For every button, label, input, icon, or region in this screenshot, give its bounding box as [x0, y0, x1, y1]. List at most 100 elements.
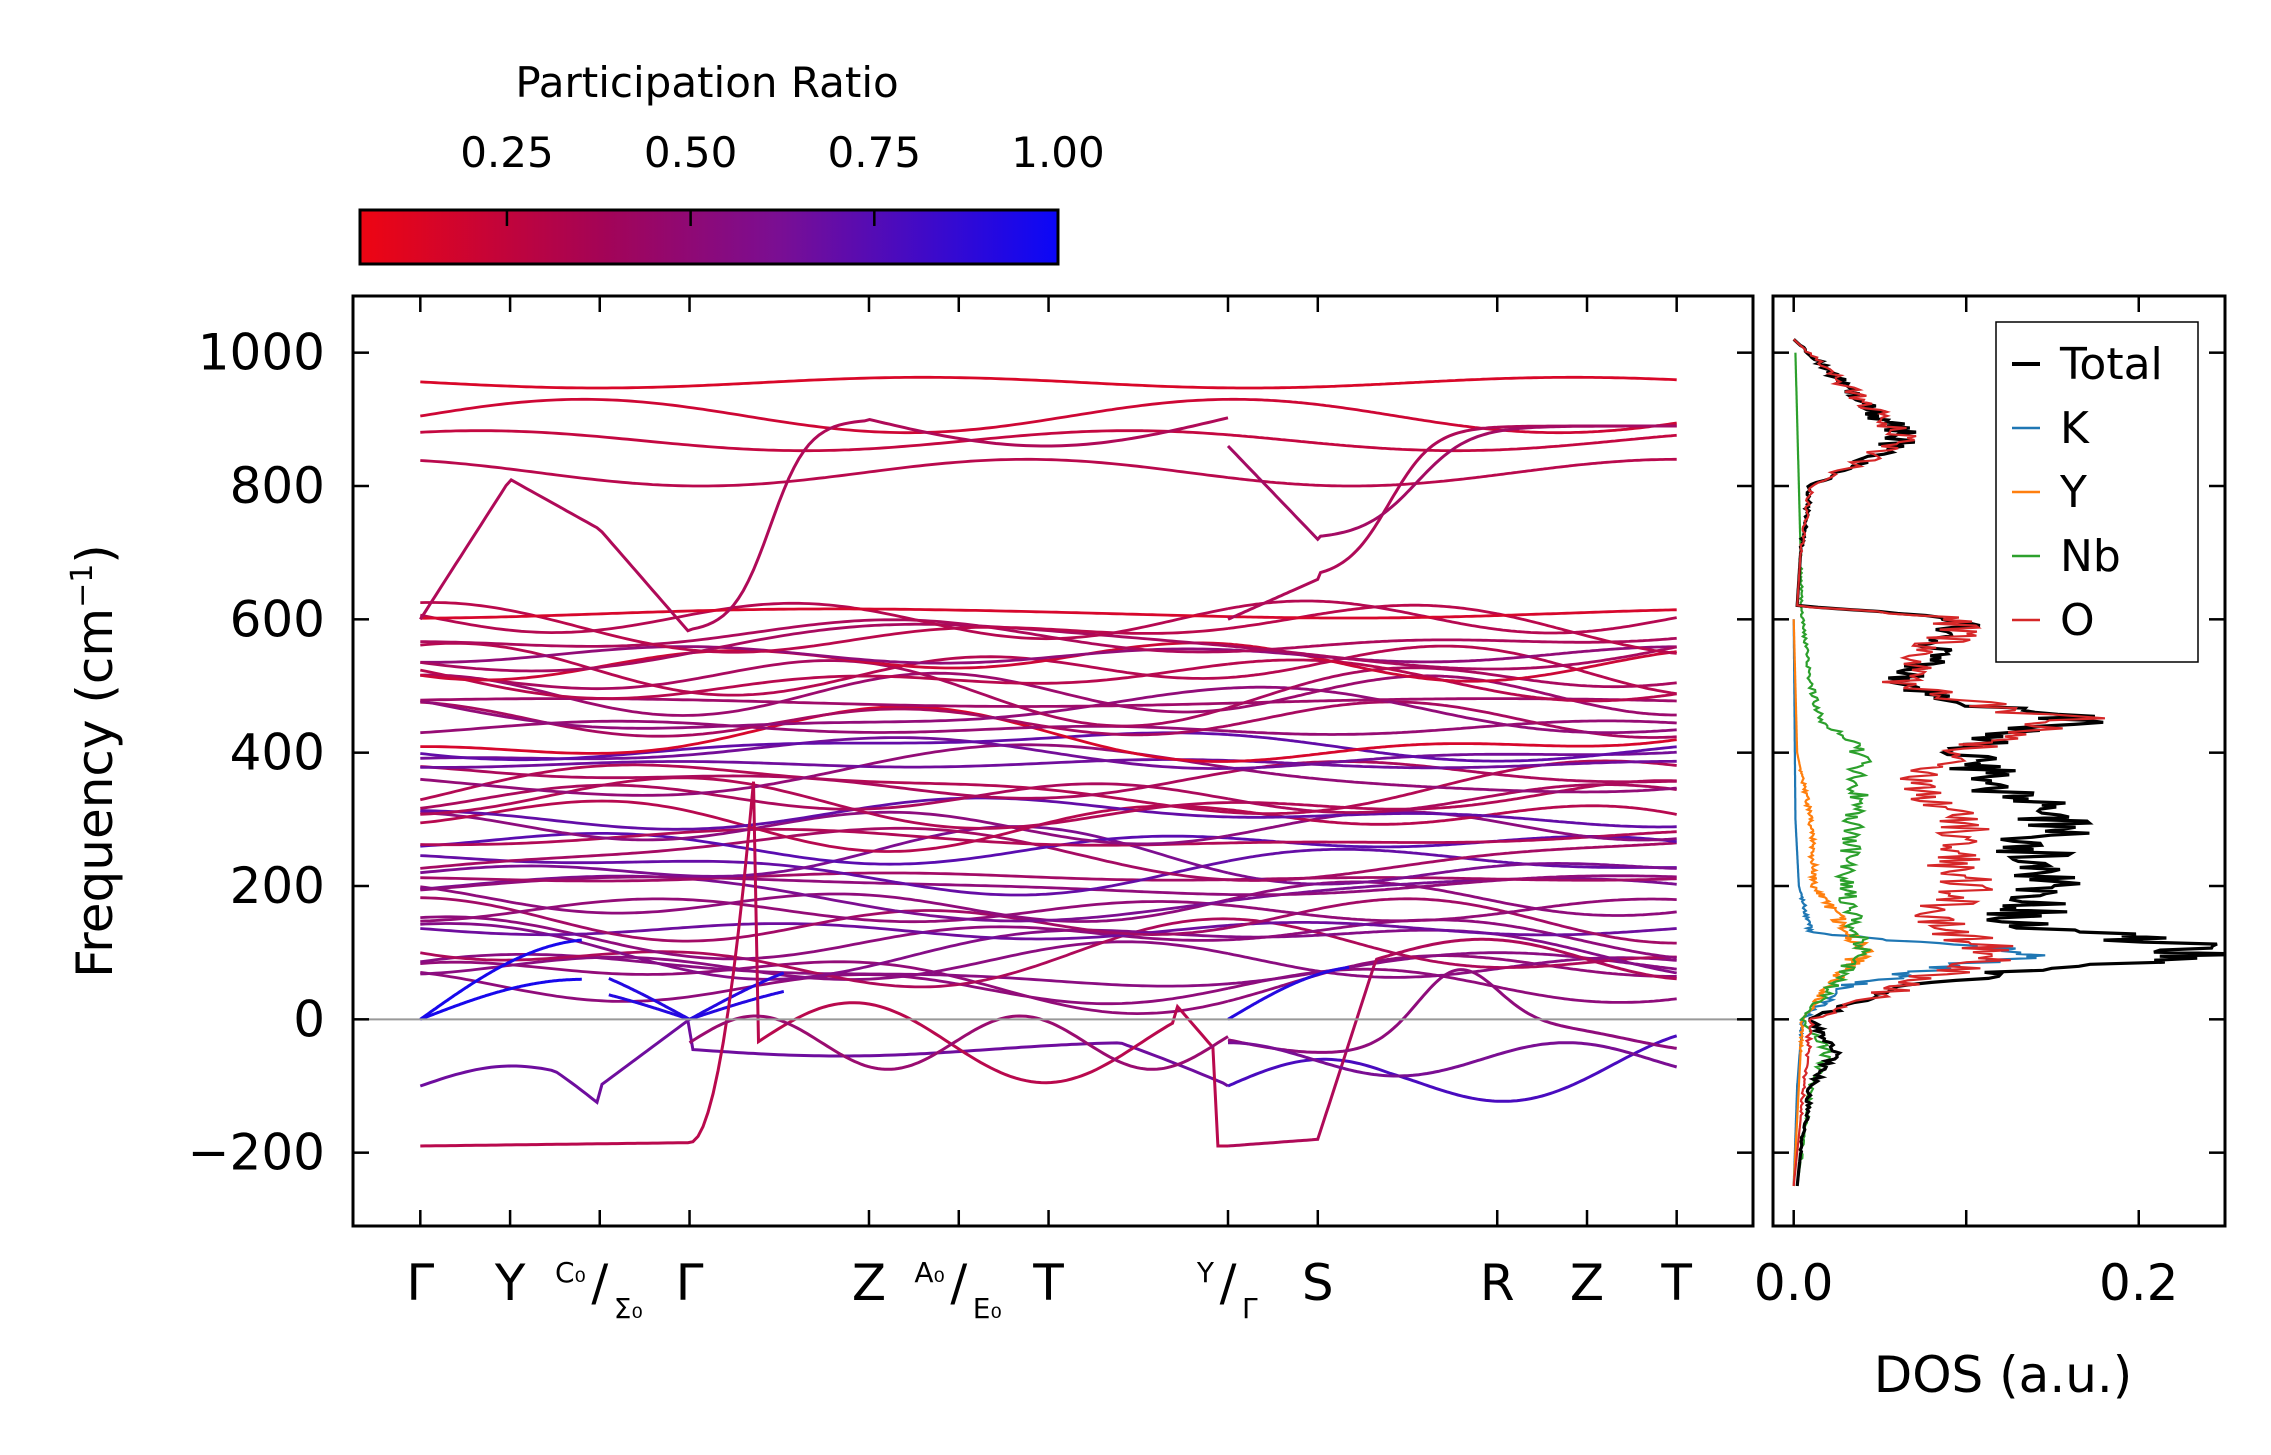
- colorbar-tick-label-1: 0.50: [644, 128, 738, 177]
- band-line-0: [420, 971, 1229, 1006]
- kpoint-main-3: Γ: [676, 1254, 704, 1312]
- band-line-106: [608, 990, 785, 1021]
- kpoint-main-11: T: [1660, 1254, 1692, 1312]
- band-line-33: [1227, 841, 1677, 882]
- colorbar: Participation Ratio 0.25 0.50 0.75 1.00: [358, 58, 1105, 266]
- colorbar-gradient: [358, 208, 1060, 266]
- kpoint-pre-2: C₀: [555, 1256, 586, 1289]
- kpoint-label-8: S: [1302, 1254, 1334, 1312]
- band-line-71: [1227, 674, 1677, 717]
- band-line-81: [1227, 645, 1677, 664]
- band-line-47: [1227, 783, 1677, 814]
- band-line-13: [1227, 918, 1677, 960]
- band-line-86: [420, 601, 1229, 654]
- band-line-94: [420, 429, 1229, 453]
- kpoint-label-5: A₀ / E₀: [914, 1254, 1001, 1325]
- dos-axes-frame: [1771, 294, 2227, 1228]
- kpoint-main-1: Y: [494, 1254, 526, 1312]
- band-line-63: [1227, 719, 1677, 736]
- dos-xtick-label-1: 0.2: [2099, 1254, 2179, 1312]
- band-line-98: [420, 375, 1229, 390]
- band-line-49: [1227, 759, 1677, 816]
- kpoint-post-7: Γ: [1242, 1292, 1258, 1325]
- legend-label-total: Total: [2059, 339, 2163, 390]
- band-line-80: [420, 645, 1229, 665]
- band-line-88: [420, 601, 1229, 641]
- kpoint-sep-7: /: [1220, 1254, 1237, 1312]
- dos-curve-o: [1792, 338, 2105, 1187]
- kpoint-label-3: Γ: [676, 1254, 704, 1312]
- kpoint-label-4: Z: [852, 1254, 886, 1312]
- band-line-29: [1227, 847, 1677, 869]
- kpoint-pre-5: A₀: [914, 1256, 944, 1289]
- band-line-40: [420, 799, 1229, 853]
- legend-label-k: K: [2060, 403, 2090, 454]
- band-line-93: [1227, 397, 1677, 435]
- band-line-68: [420, 697, 1229, 708]
- legend-label-y: Y: [2059, 467, 2087, 518]
- band-line-67: [1227, 685, 1677, 734]
- svg-text:Frequency (cm−1): Frequency (cm−1): [65, 544, 124, 978]
- kpoint-post-2: Σ₀: [614, 1292, 643, 1325]
- kpoint-label-0: Γ: [406, 1254, 434, 1312]
- band-line-16: [420, 896, 1229, 943]
- legend-label-o: O: [2060, 595, 2095, 646]
- band-line-43: [1227, 812, 1677, 829]
- kpoint-label-10: Z: [1570, 1254, 1604, 1312]
- band-line-36: [420, 827, 1229, 847]
- band-line-100: [419, 416, 1229, 633]
- kpoint-main-6: T: [1032, 1254, 1064, 1312]
- kpoint-label-1: Y: [494, 1254, 526, 1312]
- band-line-90: [420, 607, 1229, 620]
- band-line-102: [1226, 424, 1677, 542]
- kpoint-sep-5: /: [950, 1254, 967, 1312]
- band-line-91: [1228, 608, 1677, 620]
- legend-label-nb: Nb: [2060, 531, 2121, 582]
- band-line-6: [420, 940, 1229, 981]
- band-line-20: [420, 885, 1229, 923]
- kpoint-label-6: T: [1032, 1254, 1064, 1312]
- band-line-104: [419, 977, 582, 1021]
- colorbar-tick-label-2: 0.75: [828, 128, 922, 177]
- band-line-75: [1227, 658, 1677, 703]
- band-line-25: [1227, 874, 1677, 897]
- band-line-37: [1227, 830, 1677, 845]
- band-line-22: [420, 874, 1229, 923]
- band-line-111: [1227, 937, 1677, 1148]
- kpoint-label-9: R: [1480, 1254, 1515, 1312]
- band-line-108: [419, 1017, 1229, 1105]
- band-line-114: [1228, 1041, 1678, 1078]
- ylabel-text: Frequency (cm: [66, 608, 124, 978]
- band-line-99: [1228, 375, 1677, 390]
- band-line-44: [420, 776, 1229, 830]
- colorbar-tick-label-3: 1.00: [1011, 128, 1105, 177]
- dos-curve-k: [1792, 619, 2046, 1186]
- kpoint-main-9: R: [1480, 1254, 1515, 1312]
- band-line-32: [420, 826, 1229, 882]
- dos-curve-nb: [1794, 352, 1873, 1187]
- band-line-50: [420, 765, 1229, 800]
- band-line-76: [420, 641, 1229, 697]
- band-line-96: [420, 457, 1229, 488]
- kpoint-label-11: T: [1660, 1254, 1692, 1312]
- band-axes-frame: [351, 294, 1755, 1228]
- band-line-59: [1227, 733, 1677, 763]
- ytick-label-1: 0: [293, 990, 325, 1048]
- band-line-31: [1227, 862, 1677, 886]
- dos-curve-y: [1792, 619, 1875, 1187]
- band-line-61: [1227, 738, 1677, 763]
- band-line-65: [1227, 700, 1677, 739]
- kpoint-main-4: Z: [852, 1254, 886, 1312]
- band-line-89: [1227, 599, 1677, 635]
- band-line-26: [420, 871, 1228, 883]
- ytick-label-3: 400: [230, 724, 325, 782]
- band-line-14: [420, 922, 1229, 941]
- band-line-74: [420, 662, 1229, 700]
- band-line-15: [1227, 921, 1677, 937]
- band-line-54: [420, 758, 1229, 769]
- band-line-41: [1227, 804, 1677, 826]
- band-line-18: [420, 897, 1229, 924]
- colorbar-title: Participation Ratio: [515, 58, 898, 107]
